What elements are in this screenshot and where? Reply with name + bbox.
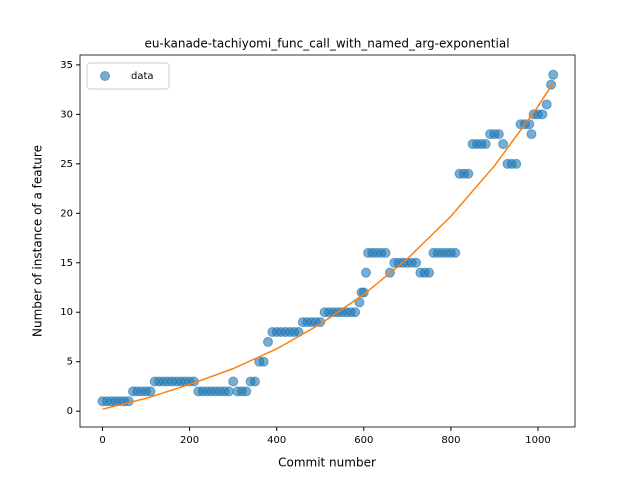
- data-point: [360, 267, 371, 278]
- data-point: [463, 168, 474, 179]
- y-tick-label: 0: [67, 406, 73, 417]
- y-tick-label: 30: [60, 109, 73, 120]
- legend-label: data: [131, 71, 154, 82]
- y-axis-label: Number of instance of a feature: [31, 145, 45, 337]
- x-tick-label: 0: [99, 435, 105, 446]
- data-point: [537, 109, 548, 120]
- data-point: [424, 267, 435, 278]
- x-tick-label: 400: [267, 435, 286, 446]
- data-point: [241, 386, 252, 397]
- fit-line: [102, 82, 554, 410]
- data-point: [358, 287, 369, 298]
- data-point: [315, 317, 326, 328]
- x-tick-label: 800: [441, 435, 460, 446]
- chart-title: eu-kanade-tachiyomi_func_call_with_named…: [144, 37, 509, 51]
- data-point: [480, 139, 491, 150]
- data-point: [524, 119, 535, 130]
- data-point: [145, 386, 156, 397]
- x-tick-label: 200: [180, 435, 199, 446]
- y-tick-label: 5: [67, 357, 73, 368]
- legend-box: [86, 62, 170, 90]
- data-point: [498, 139, 509, 150]
- y-tick-label: 25: [60, 159, 73, 170]
- data-point: [223, 386, 234, 397]
- data-point: [450, 247, 461, 258]
- data-point: [350, 307, 361, 318]
- data-point: [258, 356, 269, 367]
- x-tick-label: 600: [354, 435, 373, 446]
- data-point: [541, 99, 552, 110]
- data-point: [511, 158, 522, 169]
- data-point: [526, 129, 537, 140]
- data-point: [548, 69, 559, 80]
- x-axis-label: Commit number: [278, 456, 376, 470]
- data-point: [228, 376, 239, 387]
- y-tick-label: 10: [60, 307, 73, 318]
- data-point: [493, 129, 504, 140]
- y-tick-label: 20: [60, 208, 73, 219]
- x-tick-label: 1000: [525, 435, 550, 446]
- y-tick-label: 15: [60, 258, 73, 269]
- data-point: [262, 336, 273, 347]
- data-point: [546, 79, 557, 90]
- y-tick-label: 35: [60, 60, 73, 71]
- data-point: [249, 376, 260, 387]
- legend-marker: [100, 71, 110, 81]
- plot-frame: [79, 54, 576, 428]
- data-point: [411, 257, 422, 268]
- data-point: [380, 247, 391, 258]
